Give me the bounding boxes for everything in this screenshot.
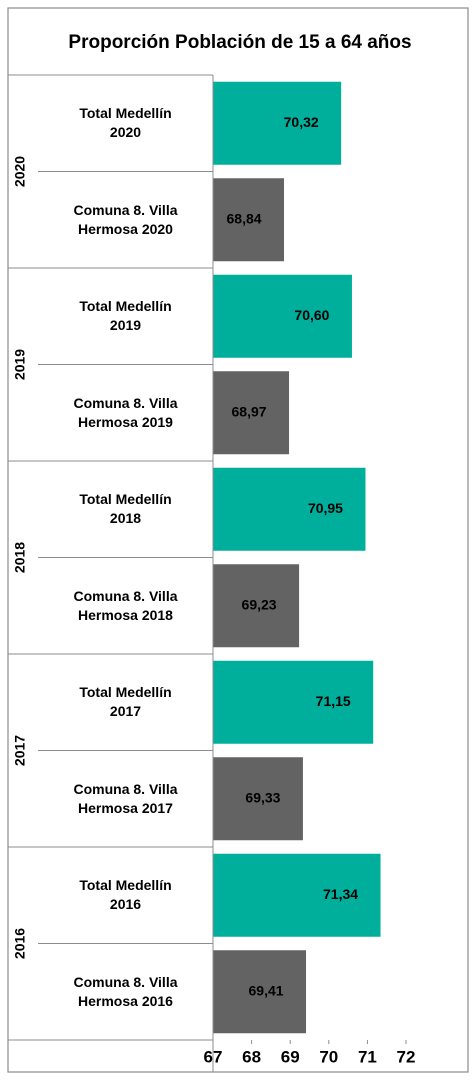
x-tick-label: 72 — [397, 1047, 416, 1066]
category-label: Total Medellín 2020 — [79, 105, 172, 141]
category-label: Comuna 8. Villa Hermosa 2016 — [73, 973, 178, 1009]
bar — [213, 274, 352, 358]
bar — [213, 178, 285, 262]
category-label: Total Medellín 2016 — [79, 877, 172, 913]
x-tick-label: 68 — [242, 1047, 261, 1066]
group-label: 2017 — [12, 735, 28, 766]
x-tick-label: 71 — [358, 1047, 377, 1066]
value-label: 68,97 — [232, 403, 267, 419]
value-label: 71,34 — [323, 886, 358, 902]
group-label: 2019 — [12, 349, 28, 380]
value-label: 71,15 — [316, 693, 351, 709]
bar — [213, 564, 300, 648]
bar — [213, 81, 342, 165]
category-label: Comuna 8. Villa Hermosa 2020 — [73, 201, 178, 237]
value-label: 69,41 — [249, 982, 284, 998]
x-tick-label: 69 — [281, 1047, 300, 1066]
category-label: Total Medellín 2019 — [79, 298, 172, 334]
group-label: 2020 — [12, 156, 28, 187]
bar — [213, 853, 381, 937]
value-label: 70,60 — [294, 307, 329, 323]
category-label: Comuna 8. Villa Hermosa 2017 — [73, 780, 178, 816]
x-tick-label: 67 — [204, 1047, 223, 1066]
bar — [213, 950, 307, 1034]
chart-title: Proporción Población de 15 a 64 años — [68, 32, 412, 53]
bar — [213, 371, 290, 455]
category-label: Comuna 8. Villa Hermosa 2019 — [73, 394, 178, 430]
chart-border — [7, 7, 469, 1073]
category-label: Comuna 8. Villa Hermosa 2018 — [73, 587, 178, 623]
x-tick-label: 70 — [319, 1047, 338, 1066]
category-label: Total Medellín 2018 — [79, 491, 172, 527]
value-label: 70,32 — [284, 114, 319, 130]
category-label: Total Medellín 2017 — [79, 684, 172, 720]
value-label: 70,95 — [308, 500, 343, 516]
value-label: 69,23 — [242, 596, 277, 612]
value-label: 68,84 — [227, 210, 262, 226]
bar — [213, 467, 366, 551]
group-label: 2016 — [12, 928, 28, 959]
value-label: 69,33 — [245, 789, 280, 805]
bar — [213, 757, 303, 841]
bar — [213, 660, 374, 744]
group-label: 2018 — [12, 542, 28, 573]
